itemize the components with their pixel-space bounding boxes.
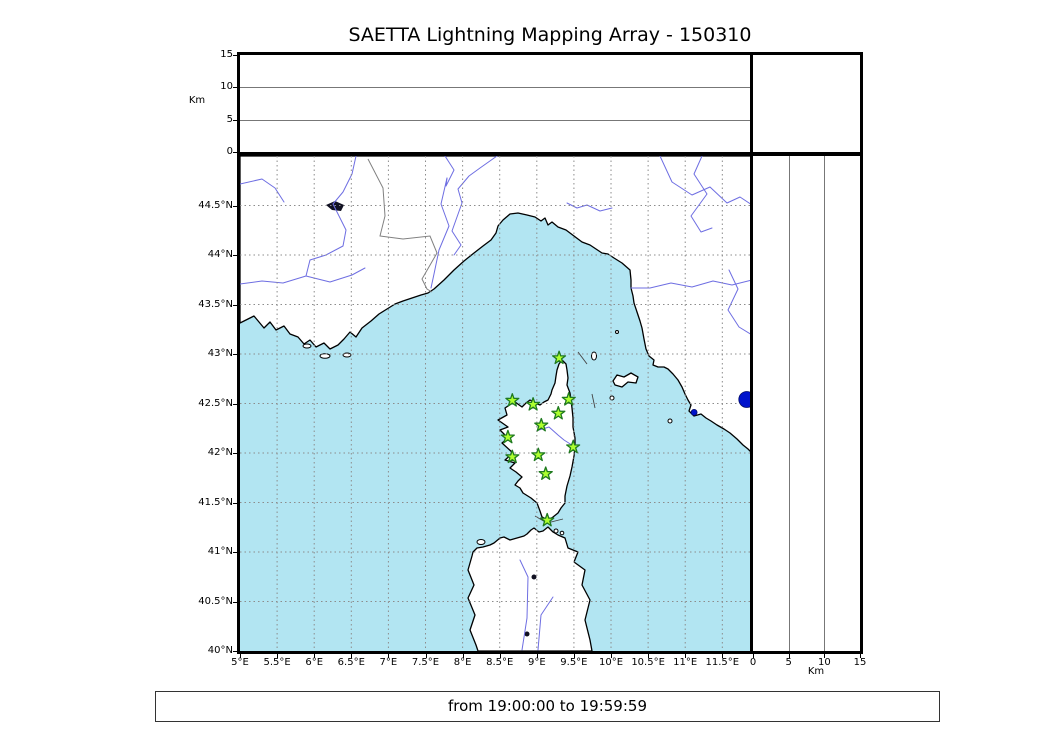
lon-tick-label: 10.5°E	[631, 657, 665, 668]
altitude-tick-label-bottom: 15	[853, 657, 867, 668]
altitude-tick-label-bottom: 0	[749, 657, 757, 668]
altitude-longitude-panel	[237, 52, 755, 155]
lat-tick-label: 42.5°N	[198, 397, 233, 409]
lat-tick-mark	[233, 205, 237, 207]
country-border-line	[367, 158, 438, 293]
lat-tick-mark	[233, 651, 237, 652]
lon-tick-label: 8°E	[453, 657, 472, 668]
lon-tick-mark	[685, 654, 687, 658]
lon-tick-mark	[314, 654, 316, 658]
lon-tick-label: 6°E	[305, 657, 324, 668]
time-window-box: from 19:00:00 to 19:59:59	[155, 691, 940, 722]
lon-tick-mark	[499, 654, 501, 658]
lat-tick-label: 44°N	[207, 249, 233, 260]
lon-tick-label: 9.5°E	[560, 657, 588, 668]
altitude-latitude-panel	[750, 153, 863, 654]
map-panel	[237, 153, 755, 654]
lat-tick-label: 40.5°N	[198, 595, 233, 607]
altitude-tick-mark-left	[233, 87, 237, 89]
page-title: SAETTA Lightning Mapping Array - 150310	[348, 24, 752, 46]
blue-dot-markers	[690, 391, 752, 416]
altitude-tick-mark-left	[233, 55, 237, 56]
lon-tick-label: 7°E	[379, 657, 398, 668]
altitude-tick-mark-left	[233, 152, 237, 153]
lat-tick-mark	[233, 304, 237, 306]
lon-tick-label: 9°E	[527, 657, 546, 668]
altitude-tick-mark-bottom	[753, 654, 754, 658]
altitude-tick-mark-left	[233, 119, 237, 121]
lat-tick-mark	[233, 601, 237, 603]
station-star-markers	[500, 350, 581, 527]
altitude-tick-label-bottom: 10	[817, 657, 831, 668]
small-islands	[302, 330, 673, 545]
rivers	[240, 156, 752, 651]
altitude-axis-label-left: Km	[188, 95, 206, 106]
lon-tick-mark	[277, 654, 279, 658]
lon-tick-mark	[611, 654, 612, 658]
lon-tick-label: 5°E	[231, 657, 249, 668]
lon-tick-label: 5.5°E	[263, 657, 291, 668]
lat-tick-label: 41°N	[207, 546, 233, 557]
altitude-tick-mark-bottom	[788, 654, 790, 658]
lon-tick-label: 8.5°E	[486, 657, 514, 668]
lat-tick-mark	[233, 502, 237, 504]
lon-tick-mark	[425, 654, 427, 658]
elba-island	[612, 372, 639, 388]
lon-tick-label: 11°E	[673, 657, 698, 668]
lon-tick-mark	[240, 654, 241, 658]
lon-tick-mark	[722, 654, 724, 658]
lat-tick-label: 43°N	[207, 348, 233, 359]
altitude-gridline	[824, 156, 826, 651]
lat-tick-label: 44.5°N	[198, 199, 233, 211]
lon-tick-mark	[573, 654, 575, 658]
lat-tick-mark	[233, 552, 237, 553]
lon-tick-label: 10°E	[598, 657, 624, 668]
lon-tick-mark	[536, 654, 538, 658]
lat-tick-label: 41.5°N	[198, 496, 233, 508]
altitude-gridline	[240, 87, 752, 89]
time-window-text: from 19:00:00 to 19:59:59	[447, 697, 647, 715]
altitude-tick-mark-bottom	[824, 654, 826, 658]
lon-tick-label: 11.5°E	[705, 657, 740, 668]
altitude-tick-label-left: 0	[226, 146, 233, 157]
lon-tick-mark	[462, 654, 464, 658]
lat-tick-label: 40°N	[207, 645, 233, 656]
lat-tick-label: 43.5°N	[198, 298, 233, 310]
altitude-axis-label-bottom: Km	[807, 666, 825, 677]
graticule-grid	[240, 156, 752, 651]
altitude-tick-label-left: 5	[226, 113, 233, 125]
altitude-gridline	[788, 156, 790, 651]
map-canvas	[240, 156, 752, 651]
altitude-tick-label-left: 15	[220, 49, 233, 60]
lat-tick-mark	[233, 403, 237, 405]
altitude-histogram-panel	[750, 52, 863, 155]
lon-tick-mark	[351, 654, 353, 658]
altitude-gridline	[240, 119, 752, 121]
lon-tick-label: 6.5°E	[337, 657, 365, 668]
lat-tick-label: 42°N	[207, 447, 233, 458]
lon-tick-mark	[388, 654, 390, 658]
altitude-tick-mark-bottom	[860, 654, 861, 658]
altitude-tick-label-left: 10	[220, 81, 233, 93]
lat-tick-mark	[233, 255, 237, 256]
lat-tick-mark	[233, 453, 237, 454]
lon-tick-label: 7.5°E	[411, 657, 440, 668]
lon-tick-mark	[648, 654, 650, 658]
altitude-tick-label-bottom: 5	[785, 657, 792, 668]
lat-tick-mark	[233, 354, 237, 355]
